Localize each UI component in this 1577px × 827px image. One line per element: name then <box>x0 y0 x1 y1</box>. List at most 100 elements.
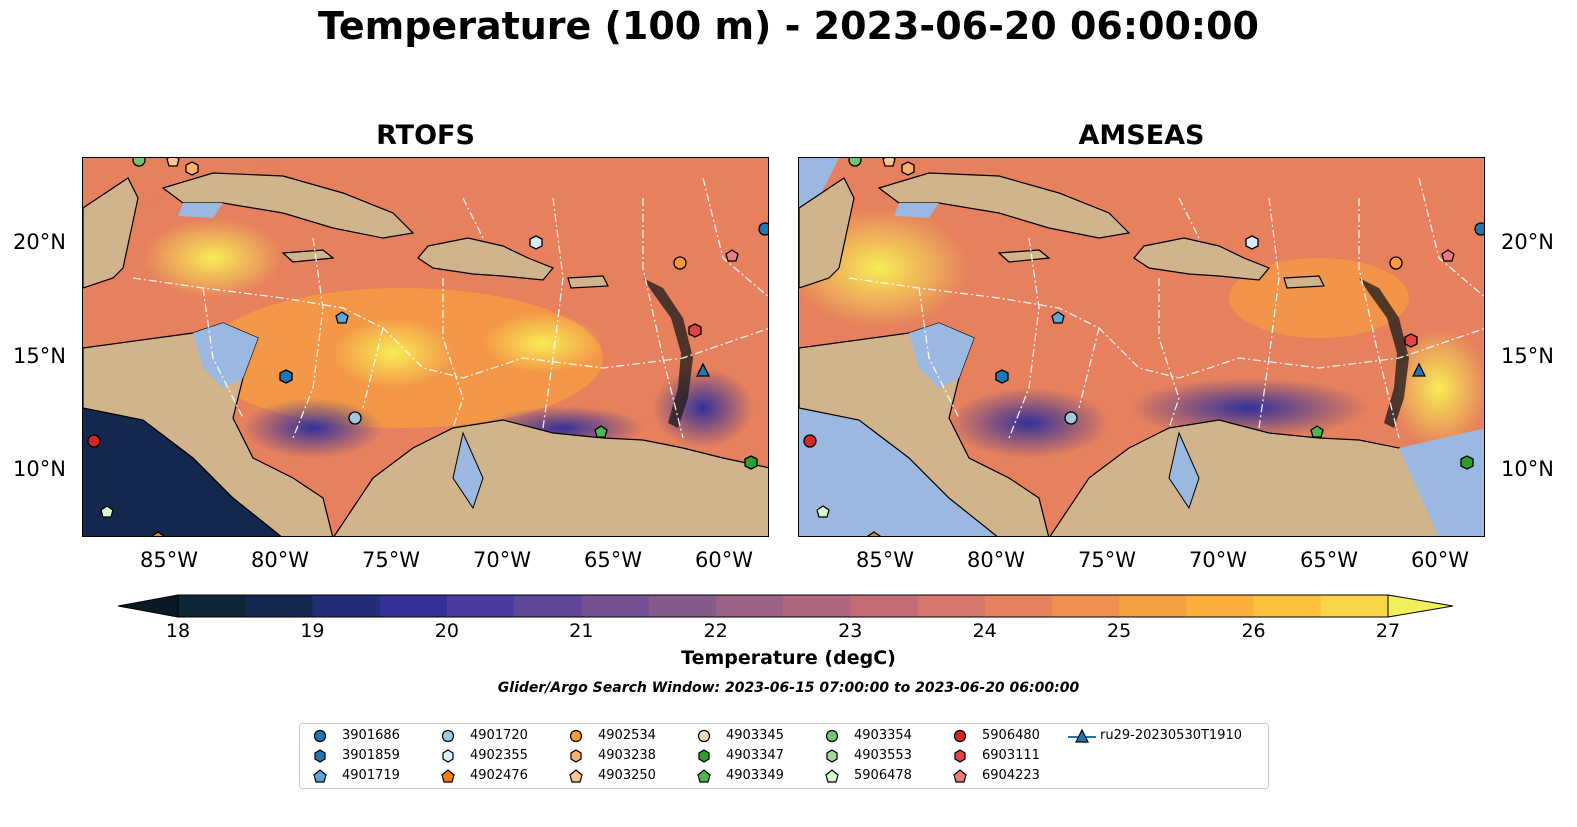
float-4902355[interactable] <box>1245 235 1259 250</box>
shallow-honduras-shelf <box>193 323 258 388</box>
float-5906478[interactable] <box>816 505 830 518</box>
legend-item-label: ru29-20230530T1910 <box>1100 728 1243 743</box>
float-4902534[interactable] <box>1389 256 1403 270</box>
float-4903347[interactable] <box>744 455 758 470</box>
cool-region <box>653 368 753 448</box>
colorbar-segment <box>648 595 717 617</box>
warm-core <box>143 218 283 298</box>
colorbar-segment <box>917 595 986 617</box>
float-4903238[interactable] <box>185 161 199 176</box>
float-4903347[interactable] <box>1460 455 1474 470</box>
float-4902476[interactable] <box>867 531 881 537</box>
eez-boundaries <box>132 177 768 439</box>
float-4901719[interactable] <box>1051 311 1065 324</box>
land-south-america <box>333 419 768 536</box>
colorbar-tick-label: 25 <box>1107 620 1132 642</box>
glider-ru29[interactable] <box>1411 362 1427 377</box>
legend-item-label: 5906480 <box>982 728 1040 743</box>
float-4903250[interactable] <box>166 158 180 167</box>
lat-label: 20°N <box>1501 230 1554 254</box>
triangle-marker-icon <box>1068 728 1096 743</box>
atlantic-masked <box>1399 428 1484 536</box>
float-5906480[interactable] <box>87 434 101 448</box>
warm-core <box>1389 328 1484 448</box>
colorbar-segment <box>379 595 448 617</box>
float-3901686[interactable] <box>1474 222 1485 236</box>
colorbar-border <box>177 594 1389 618</box>
cool-region <box>1129 378 1369 438</box>
land-puerto-rico <box>567 275 609 289</box>
legend-item-label: 4903347 <box>726 748 784 763</box>
circle-marker-icon <box>313 729 327 743</box>
float-6904223[interactable] <box>725 249 739 262</box>
float-6903111[interactable] <box>1404 333 1418 348</box>
colorbar-segment <box>1186 595 1255 617</box>
float-4903354[interactable] <box>848 158 862 167</box>
hexagon-marker-icon <box>314 749 326 763</box>
lon-label: 85°W <box>140 548 198 572</box>
legend-item-label: 4903238 <box>598 748 656 763</box>
colorbar-segment <box>178 595 246 617</box>
colorbar-segment <box>312 595 381 617</box>
float-4901720[interactable] <box>1064 411 1078 425</box>
colorbar-segment <box>581 595 650 617</box>
map-rtofs-svg <box>83 158 769 537</box>
float-4903349[interactable] <box>594 425 608 438</box>
float-4903250[interactable] <box>882 158 896 167</box>
hexagon-marker-icon <box>954 749 966 763</box>
land-yucatan <box>83 177 139 289</box>
colorbar <box>117 592 1454 620</box>
lat-label: 10°N <box>1501 457 1554 481</box>
land-puerto-rico <box>1283 275 1325 289</box>
float-4903349[interactable] <box>1310 425 1324 438</box>
float-4901719[interactable] <box>335 311 349 324</box>
float-3901859[interactable] <box>279 369 293 384</box>
float-6903111[interactable] <box>688 323 702 338</box>
lon-label: 80°W <box>967 548 1025 572</box>
shallow-cuba-shelf <box>178 203 223 218</box>
hexagon-marker-icon <box>570 749 582 763</box>
float-4903238[interactable] <box>901 161 915 176</box>
lat-label: 10°N <box>13 457 66 481</box>
float-4901720[interactable] <box>348 411 362 425</box>
float-markers <box>87 158 769 537</box>
land-yucatan <box>799 177 855 289</box>
float-4902476[interactable] <box>151 531 165 537</box>
colorbar-tick-label: 22 <box>703 620 728 642</box>
float-4903354[interactable] <box>132 158 146 167</box>
colorbar-segment <box>1119 595 1187 617</box>
float-6904223[interactable] <box>1441 249 1455 262</box>
legend-item-label: 3901686 <box>342 728 400 743</box>
float-3901859[interactable] <box>995 369 1009 384</box>
colorbar-segment <box>984 595 1053 617</box>
float-5906480[interactable] <box>803 434 817 448</box>
glider-ru29[interactable] <box>695 362 711 377</box>
legend: 3901686 3901859 4901719 4901720 4902355 49024… <box>299 723 1269 789</box>
colorbar-segment <box>446 595 515 617</box>
lat-label: 15°N <box>1501 344 1554 368</box>
circle-marker-icon <box>697 729 711 743</box>
float-4902355[interactable] <box>529 235 543 250</box>
legend-item-label: 4901719 <box>342 768 400 783</box>
float-3901686[interactable] <box>758 222 769 236</box>
float-5906478[interactable] <box>100 505 114 518</box>
colorbar-segment <box>1320 595 1389 617</box>
lon-label: 70°W <box>1189 548 1247 572</box>
lesser-antilles-chain <box>1359 278 1409 428</box>
lake-maracaibo <box>452 431 484 510</box>
float-4902534[interactable] <box>673 256 687 270</box>
pacific-ocean <box>83 408 281 536</box>
lake-maracaibo <box>1168 431 1200 510</box>
legend-item-label: 6903111 <box>982 748 1040 763</box>
lon-label: 75°W <box>362 548 420 572</box>
legend-item-label: 4903345 <box>726 728 784 743</box>
legend-item-label: 4903553 <box>854 748 912 763</box>
colorbar-segment <box>783 595 851 617</box>
map-panel-rtofs[interactable] <box>82 157 769 537</box>
map-panel-amseas[interactable] <box>798 157 1485 537</box>
lon-label: 60°W <box>695 548 753 572</box>
hexagon-marker-icon <box>826 749 838 763</box>
colorbar-tick-label: 19 <box>300 620 325 642</box>
panel-title-amseas: AMSEAS <box>1078 120 1205 151</box>
lon-label: 70°W <box>473 548 531 572</box>
